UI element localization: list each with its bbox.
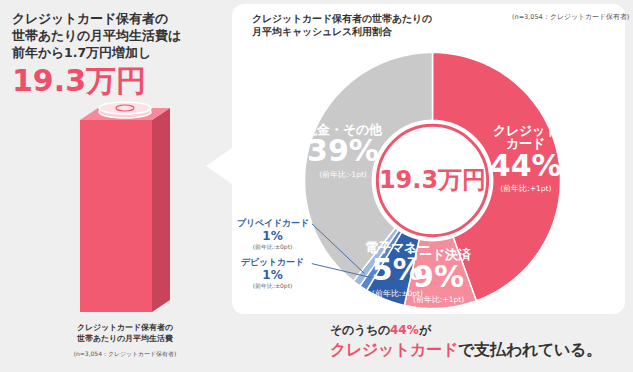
svg-text:(前年比:±0pt): (前年比:±0pt) [253, 243, 293, 251]
svg-text:デビットカード: デビットカード [241, 257, 304, 267]
html-text:そのうちの44%が: そのうちの44%が [330, 323, 431, 337]
svg-text:(前年比:-1pt): (前年比:-1pt) [319, 170, 367, 179]
svg-text:電子マネー: 電子マネー [364, 240, 430, 256]
svg-text:(前年比:±0pt): (前年比:±0pt) [253, 282, 293, 290]
html-text:クレジット: クレジット [493, 123, 559, 139]
html-text:クレジットカード保有者の 世帯あたりの月平均生活費: クレジットカード保有者の 世帯あたりの月平均生活費 [77, 323, 173, 343]
html-text:カード: カード [506, 136, 546, 152]
svg-text:9%: 9% [413, 258, 464, 294]
svg-text:19.3万円: 19.3万円 [379, 166, 486, 194]
svg-text:現金・その他: 現金・その他 [304, 121, 382, 137]
svg-text:5%: 5% [372, 252, 423, 287]
svg-text:1%: 1% [262, 229, 282, 243]
html-text:クレジットカード保有者の世帯あたりの 月平均キャッシュレス利: クレジットカード保有者の世帯あたりの 月平均キャッシュレス利用割合 [252, 13, 432, 37]
svg-text:プリペイドカード: プリペイドカード [237, 218, 309, 228]
html-text:(n=3,054：クレジットカード保有者): (n=3,054：クレジットカード保有者) [512, 13, 630, 21]
svg-text:39%: 39% [307, 133, 379, 168]
html-text:クレジットカードで支払われている。: クレジットカードで支払われている。 [330, 341, 602, 359]
svg-text:(前年比:+1pt): (前年比:+1pt) [412, 295, 465, 305]
html-text:前年から1.7万円増加し: 前年から1.7万円増加し [12, 45, 152, 60]
html-text:世帯あたりの月平均生活費は: 世帯あたりの月平均生活費は [12, 28, 181, 43]
svg-text:(前年比:±0pt): (前年比:±0pt) [372, 289, 423, 298]
html-text:(n=3,054：クレジットカード保有者): (n=3,054：クレジットカード保有者) [73, 350, 177, 357]
svg-text:(前年比:+1pt): (前年比:+1pt) [500, 184, 551, 193]
svg-text:1%: 1% [262, 268, 282, 282]
svg-text:44%: 44% [490, 148, 562, 183]
html-text:クレジットカード保有者の: クレジットカード保有者の [12, 11, 168, 26]
html-text:19.3万円: 19.3万円 [12, 63, 146, 98]
